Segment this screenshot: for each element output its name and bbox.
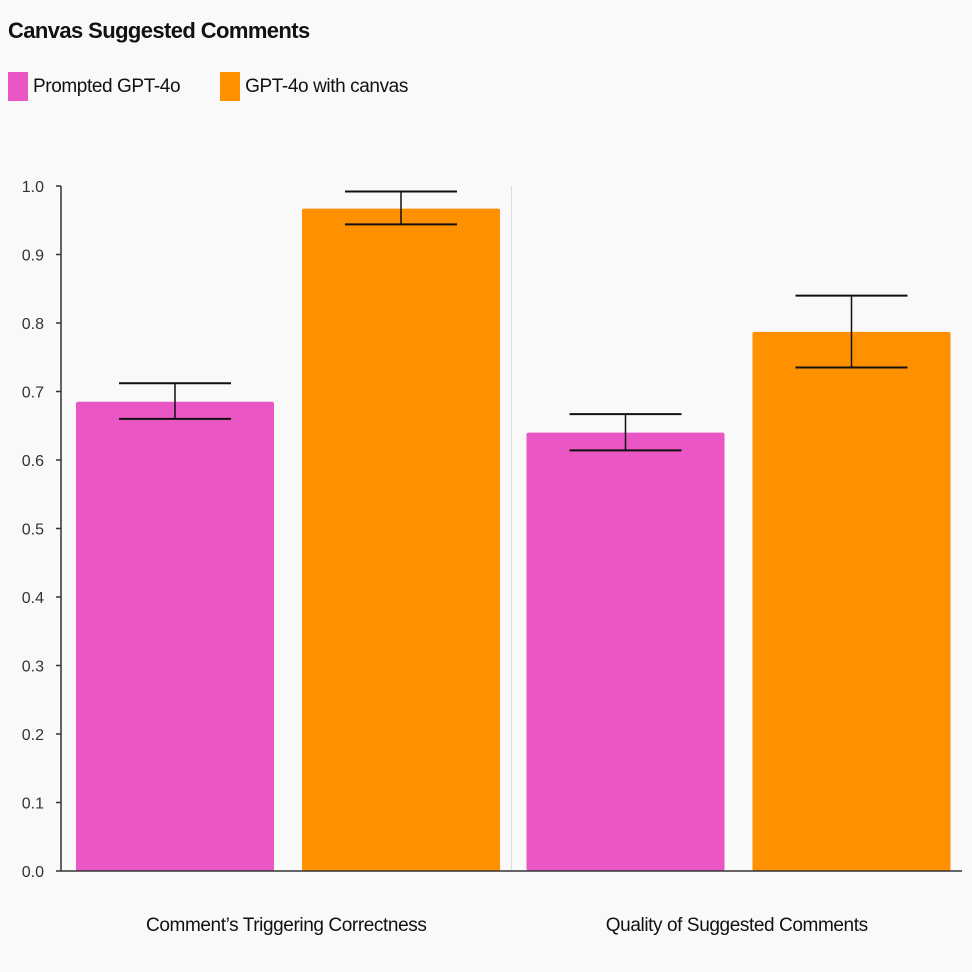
legend-swatch-prompted (8, 72, 28, 101)
y-tick-label: 0.4 (22, 590, 44, 607)
bar-prompted-0 (76, 401, 274, 871)
y-tick-label: 0.2 (22, 727, 44, 744)
chart-title: Canvas Suggested Comments (8, 18, 310, 43)
bar-canvas-0 (302, 208, 500, 872)
y-tick-label: 0.0 (22, 864, 44, 881)
y-tick-label: 0.7 (22, 385, 44, 402)
y-tick-label: 0.3 (22, 659, 44, 676)
legend-label-prompted: Prompted GPT-4o (33, 75, 181, 97)
legend: Prompted GPT-4o GPT-4o with canvas (8, 72, 448, 101)
legend-swatch-canvas (220, 72, 241, 101)
y-tick-label: 0.1 (22, 796, 44, 813)
category-label: Comment’s Triggering Correctness (146, 915, 426, 936)
category-label: Quality of Suggested Comments (606, 915, 868, 936)
y-tick-label: 0.5 (22, 522, 44, 539)
legend-item-prompted: Prompted GPT-4o (8, 72, 181, 101)
y-tick-label: 0.8 (22, 316, 44, 333)
y-tick-label: 1.0 (22, 179, 44, 196)
legend-label-canvas: GPT-4o with canvas (245, 75, 408, 97)
bar-canvas-1 (752, 331, 951, 871)
y-tick-label: 0.9 (22, 248, 44, 265)
legend-item-canvas: GPT-4o with canvas (220, 72, 408, 101)
y-tick-label: 0.6 (22, 453, 44, 470)
bar-prompted-1 (526, 432, 725, 871)
